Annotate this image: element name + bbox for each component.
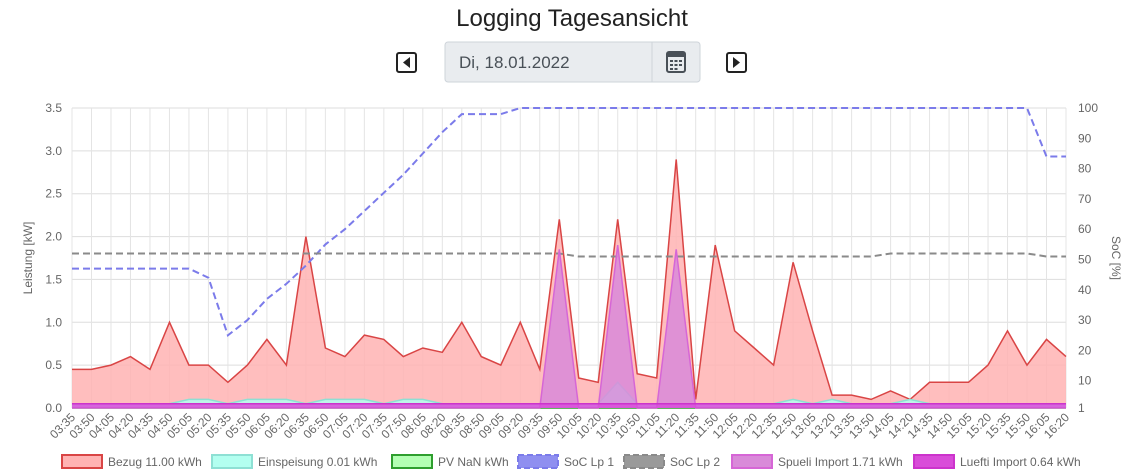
- series-area: [72, 245, 1066, 408]
- series-line: [72, 107, 1066, 337]
- y-tick-label: 1.5: [45, 272, 62, 286]
- y2-tick-label: 10: [1078, 374, 1092, 388]
- y2-tick-label: 1: [1078, 401, 1085, 415]
- legend-swatch[interactable]: [913, 454, 955, 469]
- y2-tick-label: 60: [1078, 222, 1092, 236]
- y-tick-label: 0.0: [45, 401, 62, 415]
- y2-tick-label: 100: [1078, 101, 1098, 115]
- next-button[interactable]: [726, 52, 747, 73]
- y-tick-label: 2.0: [45, 230, 62, 244]
- legend-swatch[interactable]: [61, 454, 103, 469]
- y2-tick-label: 30: [1078, 313, 1092, 327]
- y-tick-label: 3.0: [45, 144, 62, 158]
- legend-swatch[interactable]: [517, 454, 559, 469]
- y-tick-label: 2.5: [45, 187, 62, 201]
- series-area: [72, 403, 1066, 408]
- legend-label[interactable]: SoC Lp 1: [564, 455, 614, 469]
- legend-label[interactable]: PV NaN kWh: [438, 455, 509, 469]
- legend-label[interactable]: SoC Lp 2: [670, 455, 720, 469]
- legend-label[interactable]: Einspeisung 0.01 kWh: [258, 455, 377, 469]
- legend-swatch[interactable]: [623, 454, 665, 469]
- y2-tick-label: 50: [1078, 253, 1092, 267]
- series-line: [72, 159, 1067, 401]
- y2-tick-label: 20: [1078, 343, 1092, 357]
- legend-swatch[interactable]: [211, 454, 253, 469]
- legend-swatch[interactable]: [391, 454, 433, 469]
- legend-label[interactable]: Bezug 11.00 kWh: [108, 455, 202, 469]
- y-tick-label: 0.5: [45, 358, 62, 372]
- page-title: Logging Tagesansicht: [456, 5, 688, 32]
- prev-button[interactable]: [396, 52, 417, 73]
- y2-tick-label: 70: [1078, 192, 1092, 206]
- y-tick-label: 3.5: [45, 101, 62, 115]
- legend-label[interactable]: Spueli Import 1.71 kWh: [778, 455, 903, 469]
- date-box[interactable]: [444, 41, 701, 83]
- y-tick-label: 1.0: [45, 315, 62, 329]
- legend-swatch[interactable]: [731, 454, 773, 469]
- series-area: [72, 159, 1066, 408]
- y2-axis-title: SoC [%]: [1109, 236, 1123, 280]
- series-line: [72, 252, 1066, 258]
- legend-label[interactable]: Luefti Import 0.64 kWh: [960, 455, 1081, 469]
- calendar-button[interactable]: [666, 51, 686, 73]
- y2-tick-label: 40: [1078, 283, 1092, 297]
- y2-tick-label: 80: [1078, 162, 1092, 176]
- date-text[interactable]: Di, 18.01.2022: [459, 53, 570, 72]
- y-axis-title: Leistung [kW]: [21, 222, 35, 295]
- series-area: [72, 382, 1066, 408]
- y2-tick-label: 90: [1078, 131, 1092, 145]
